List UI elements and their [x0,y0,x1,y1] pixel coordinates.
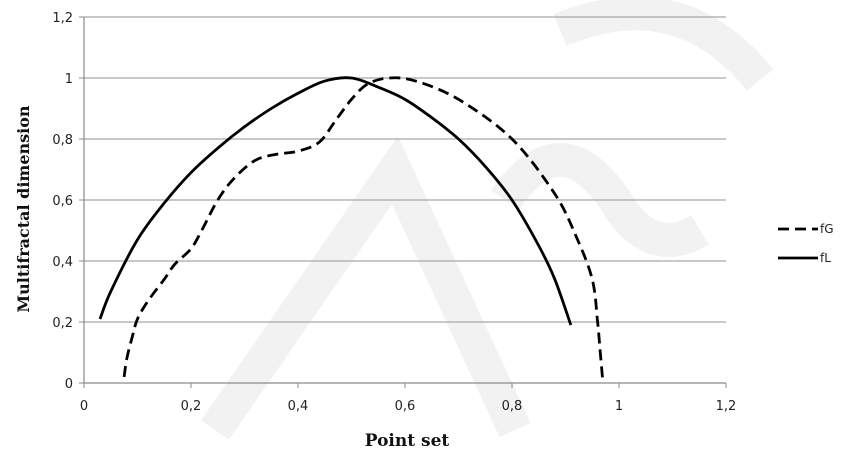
legend-label-fl: fL [820,251,831,265]
series-lines [98,76,605,384]
series-line-fl [98,76,573,326]
axes [79,16,727,388]
y-tick-label: 1,2 [52,11,73,26]
legend: fG fL [778,222,834,265]
x-tick-label: 0 [80,399,88,414]
series-line-fg [122,76,605,384]
y-tick-label: 0 [65,377,73,392]
legend-label-fg: fG [820,222,834,236]
watermark [201,0,774,440]
y-tick-label: 0,4 [52,255,73,270]
x-tick-label: 0,2 [181,399,202,414]
x-tick-label: 0,8 [502,399,523,414]
y-tick-label: 0,8 [52,133,73,148]
gridlines [84,16,726,323]
x-tick-label: 1 [615,399,623,414]
y-tick-label: 1 [65,72,73,87]
x-axis-title: Point set [365,431,450,451]
x-tick-labels: 0 0,2 0,4 0,6 0,8 1 1,2 [80,399,736,414]
y-tick-label: 0,6 [52,194,73,209]
x-tick-label: 0,4 [288,399,309,414]
x-tick-label: 1,2 [716,399,737,414]
y-tick-label: 0,2 [52,316,73,331]
x-tick-label: 0,6 [395,399,416,414]
y-axis-title: Multifractal dimension [14,105,33,312]
y-tick-labels: 0 0,2 0,4 0,6 0,8 1 1,2 [52,11,73,392]
